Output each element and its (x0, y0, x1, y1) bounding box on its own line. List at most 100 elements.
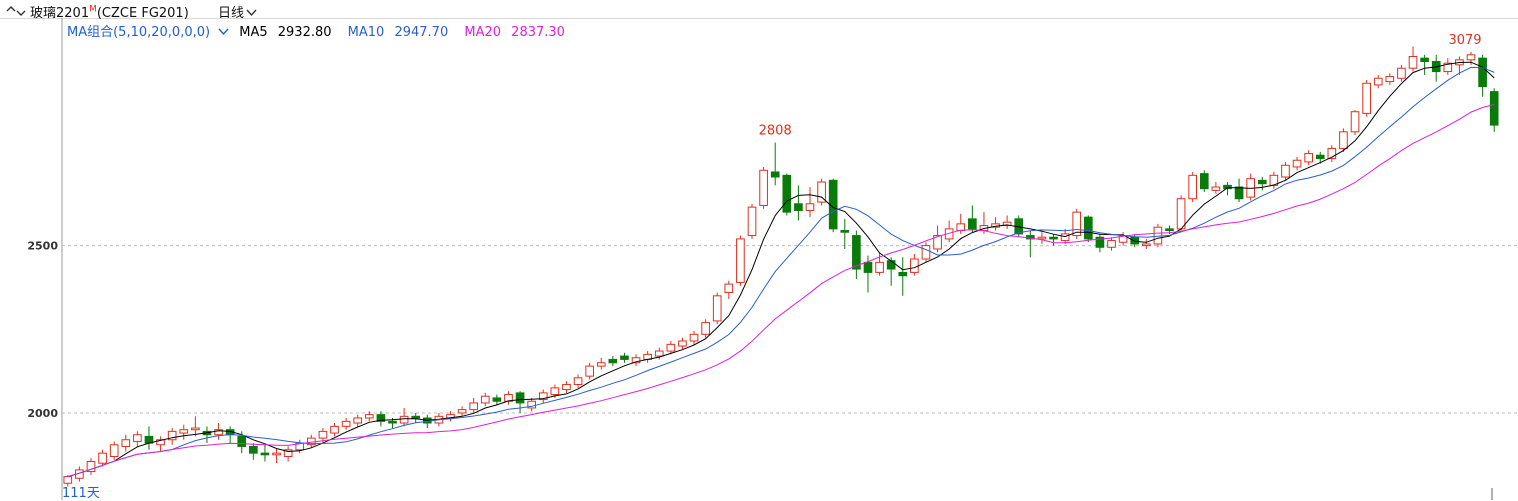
candle-body (794, 203, 803, 211)
period-selector[interactable]: 日线 (218, 2, 257, 21)
candle-body (620, 355, 629, 360)
candle (283, 446, 293, 462)
chevron-down-icon (218, 28, 229, 36)
candle (86, 458, 96, 475)
candle-body (1281, 164, 1290, 178)
candle-body (167, 430, 177, 441)
candle (1049, 233, 1058, 246)
candle-body (1107, 240, 1116, 248)
candle-body (956, 223, 966, 232)
candle-body (411, 415, 421, 419)
candle-body (770, 171, 780, 178)
candle-body (1478, 57, 1487, 88)
ma20-line (67, 104, 1495, 478)
candle-body (1095, 236, 1105, 248)
candle (1083, 215, 1093, 243)
candle (898, 257, 908, 296)
candle-body (886, 260, 896, 270)
candle (330, 423, 339, 437)
candle (1269, 171, 1279, 189)
candle-body (492, 397, 502, 402)
candle-body (1489, 91, 1499, 126)
candle-body (283, 449, 293, 457)
candle-body (1420, 57, 1429, 63)
candle-body (1188, 174, 1198, 200)
candle-body (272, 452, 281, 456)
candle (991, 217, 1000, 231)
grid (61, 18, 1518, 500)
ma-combo-label: MA组合(5,10,20,0,0,0) (67, 25, 211, 40)
candle-body (933, 235, 942, 250)
candle-body (805, 203, 815, 211)
candle (1188, 171, 1198, 203)
main-contract-flag: M (89, 4, 97, 15)
ma20-value: 2837.30 (511, 25, 565, 40)
candle (573, 374, 583, 388)
title-bar: 玻璃2201M(CZCE FG201) 日线 (0, 0, 1518, 21)
candle-body (1223, 184, 1232, 190)
candle (1223, 182, 1232, 196)
chevron-down-icon (246, 9, 257, 17)
candle (1257, 176, 1267, 191)
candle (156, 436, 165, 452)
candle-body (840, 230, 850, 233)
moving-averages (67, 61, 1495, 478)
price-labels: 3079 2808 (759, 33, 1482, 139)
candle (1304, 150, 1313, 166)
candle (678, 337, 687, 350)
candle-body (701, 322, 710, 335)
candle-body (759, 169, 768, 206)
candle (1385, 73, 1395, 85)
candle (910, 253, 919, 276)
candle (1199, 170, 1209, 193)
candle (260, 444, 270, 462)
symbol-label: 玻璃2201 (30, 6, 90, 21)
candle-body (353, 417, 363, 424)
candle-body (1141, 243, 1151, 247)
candle (1339, 128, 1348, 152)
ma10-value: 2947.70 (394, 25, 449, 40)
y-tick-label: 2500 (27, 240, 58, 253)
candle-body (678, 340, 687, 347)
y-axis: 2000 2500 (27, 240, 58, 420)
candle (144, 426, 154, 450)
candle (98, 449, 107, 467)
candle (1478, 54, 1487, 97)
candle (840, 218, 850, 249)
candle (399, 407, 409, 427)
candle-body (1350, 111, 1360, 133)
candle-body (388, 420, 397, 424)
candle-body (480, 395, 490, 404)
candle (214, 423, 223, 440)
candle-body (318, 430, 328, 439)
candle-body (1443, 62, 1453, 73)
candle-body (260, 452, 270, 456)
ma-combo-selector[interactable]: MA组合(5,10,20,0,0,0) (67, 25, 229, 40)
candle (1327, 145, 1337, 162)
candle (1350, 110, 1360, 136)
candle (469, 397, 479, 413)
ma10-label: MA10 (347, 25, 385, 40)
candle (689, 330, 699, 345)
candle (1118, 232, 1128, 246)
candle (724, 280, 734, 300)
candle (666, 341, 676, 355)
candle-body (1397, 67, 1406, 79)
chain-link-icon[interactable] (6, 2, 26, 21)
candle-body (1327, 148, 1337, 160)
candle (736, 235, 745, 286)
candle-body (550, 387, 560, 396)
candles (63, 46, 1499, 487)
candle-body (1234, 186, 1244, 200)
candle-body (1362, 82, 1371, 114)
candle (712, 292, 722, 325)
candle (805, 187, 815, 218)
candle-body (1292, 159, 1302, 168)
ma5-line (67, 61, 1495, 478)
candle (109, 441, 119, 460)
candle (1002, 215, 1012, 229)
candle-body (457, 409, 467, 414)
candle (1431, 54, 1441, 82)
candle-body (1037, 236, 1047, 240)
